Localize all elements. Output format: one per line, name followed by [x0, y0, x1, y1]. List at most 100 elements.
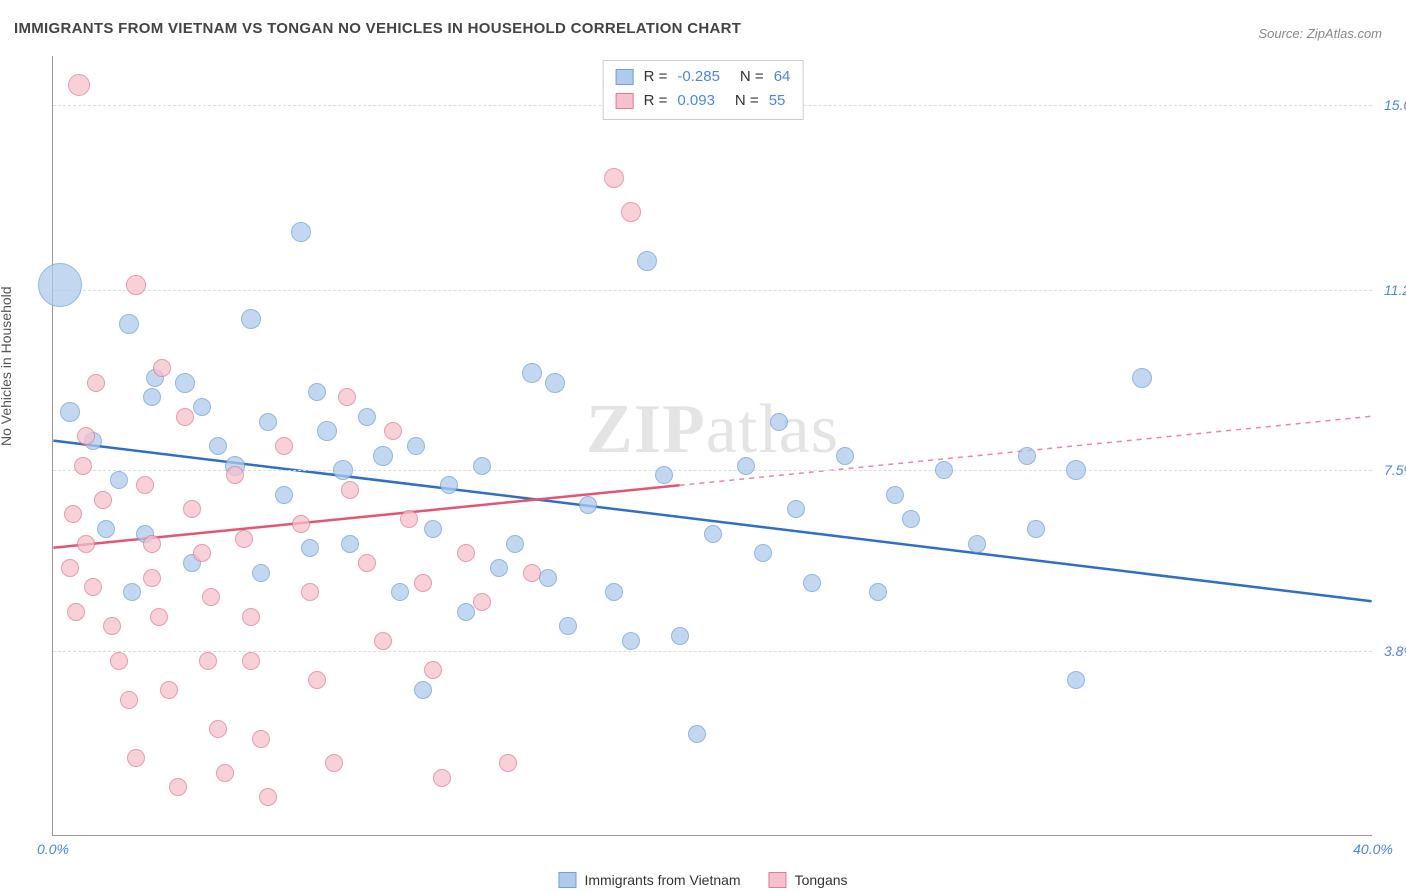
legend-item: Tongans: [769, 872, 848, 888]
data-point: [110, 471, 128, 489]
data-point: [103, 617, 121, 635]
data-point: [301, 539, 319, 557]
stats-legend-row: R = 0.093N = 55: [616, 89, 791, 113]
data-point: [333, 460, 353, 480]
data-point: [559, 617, 577, 635]
data-point: [150, 608, 168, 626]
data-point: [803, 574, 821, 592]
data-point: [291, 222, 311, 242]
data-point: [373, 446, 393, 466]
data-point: [60, 402, 80, 422]
data-point: [622, 632, 640, 650]
y-tick-label: 11.2%: [1376, 282, 1406, 298]
data-point: [175, 373, 195, 393]
data-point: [94, 491, 112, 509]
data-point: [770, 413, 788, 431]
x-tick-label: 0.0%: [37, 835, 69, 857]
data-point: [119, 314, 139, 334]
data-point: [242, 652, 260, 670]
data-point: [704, 525, 722, 543]
data-point: [242, 608, 260, 626]
data-point: [433, 769, 451, 787]
data-point: [126, 275, 146, 295]
data-point: [308, 671, 326, 689]
data-point: [64, 505, 82, 523]
legend-swatch: [616, 93, 634, 109]
stats-legend: R = -0.285N = 64R = 0.093N = 55: [603, 60, 804, 120]
data-point: [473, 457, 491, 475]
plot-area: ZIPatlas 3.8%7.5%11.2%15.0%0.0%40.0%: [52, 56, 1372, 836]
y-tick-label: 3.8%: [1376, 643, 1406, 659]
data-point: [216, 764, 234, 782]
n-label: N =: [740, 65, 764, 89]
data-point: [143, 535, 161, 553]
data-point: [77, 427, 95, 445]
data-point: [457, 544, 475, 562]
r-value: 0.093: [677, 89, 715, 113]
data-point: [384, 422, 402, 440]
data-point: [338, 388, 356, 406]
data-point: [84, 578, 102, 596]
data-point: [252, 564, 270, 582]
data-point: [38, 263, 82, 307]
data-point: [259, 788, 277, 806]
data-point: [358, 554, 376, 572]
n-value: 64: [774, 65, 791, 89]
data-point: [61, 559, 79, 577]
data-point: [341, 481, 359, 499]
data-point: [637, 251, 657, 271]
data-point: [77, 535, 95, 553]
legend-item: Immigrants from Vietnam: [558, 872, 740, 888]
data-point: [252, 730, 270, 748]
data-point: [754, 544, 772, 562]
n-value: 55: [769, 89, 786, 113]
data-point: [74, 457, 92, 475]
data-point: [523, 564, 541, 582]
data-point: [87, 374, 105, 392]
data-point: [545, 373, 565, 393]
data-point: [176, 408, 194, 426]
data-point: [407, 437, 425, 455]
trend-lines: [53, 56, 1372, 835]
n-label: N =: [735, 89, 759, 113]
data-point: [308, 383, 326, 401]
data-point: [688, 725, 706, 743]
data-point: [143, 388, 161, 406]
data-point: [1066, 460, 1086, 480]
y-tick-label: 15.0%: [1376, 97, 1406, 113]
data-point: [358, 408, 376, 426]
data-point: [325, 754, 343, 772]
y-tick-label: 7.5%: [1376, 462, 1406, 478]
legend-label: Immigrants from Vietnam: [584, 872, 740, 888]
grid-line: [53, 290, 1372, 291]
data-point: [935, 461, 953, 479]
data-point: [209, 437, 227, 455]
data-point: [869, 583, 887, 601]
data-point: [127, 749, 145, 767]
data-point: [275, 486, 293, 504]
data-point: [440, 476, 458, 494]
data-point: [199, 652, 217, 670]
data-point: [886, 486, 904, 504]
data-point: [400, 510, 418, 528]
data-point: [391, 583, 409, 601]
data-point: [414, 681, 432, 699]
grid-line: [53, 470, 1372, 471]
data-point: [341, 535, 359, 553]
data-point: [902, 510, 920, 528]
data-point: [621, 202, 641, 222]
data-point: [579, 496, 597, 514]
data-point: [522, 363, 542, 383]
data-point: [67, 603, 85, 621]
data-point: [1132, 368, 1152, 388]
data-point: [202, 588, 220, 606]
data-point: [275, 437, 293, 455]
data-point: [1067, 671, 1085, 689]
data-point: [737, 457, 755, 475]
data-point: [1018, 447, 1036, 465]
data-point: [506, 535, 524, 553]
data-point: [143, 569, 161, 587]
data-point: [490, 559, 508, 577]
r-label: R =: [644, 65, 668, 89]
data-point: [539, 569, 557, 587]
